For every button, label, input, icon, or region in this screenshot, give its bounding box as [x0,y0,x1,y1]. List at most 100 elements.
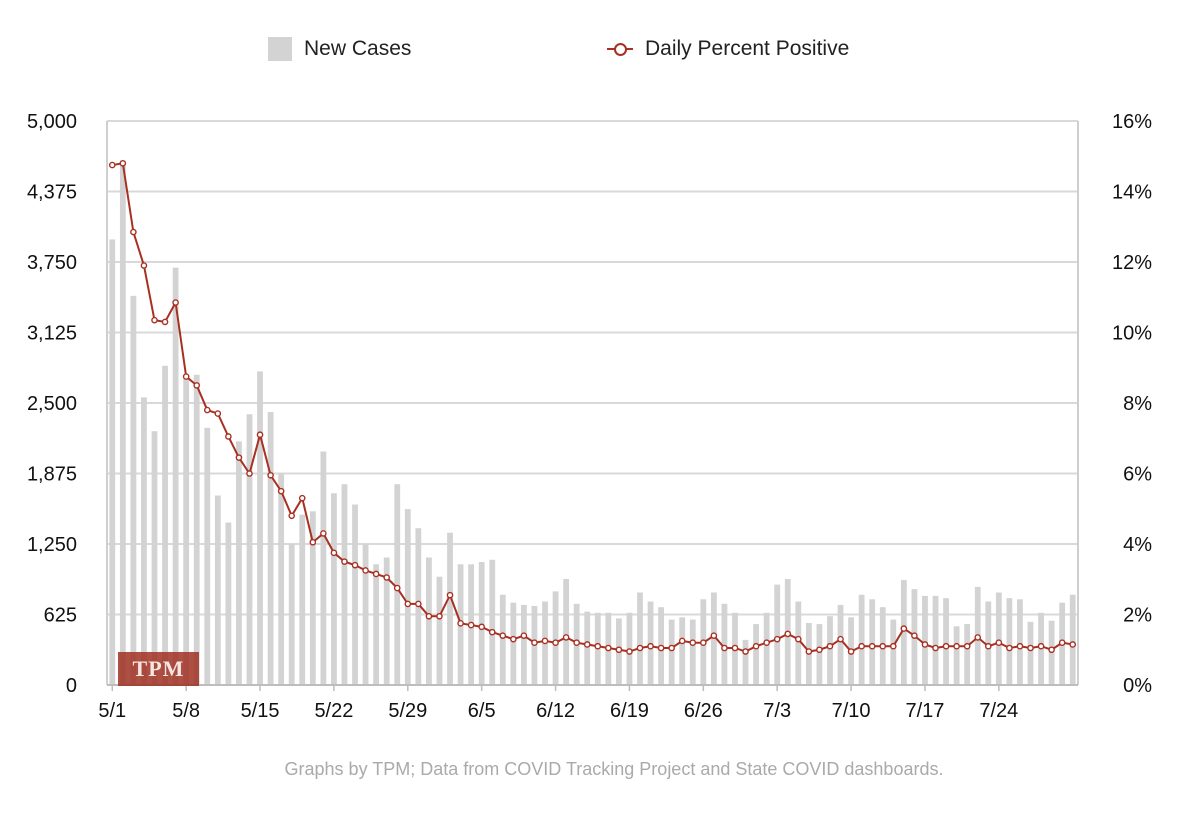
percent-positive-point [235,454,243,461]
percent-positive-point [172,299,179,306]
percent-positive-point [330,549,338,557]
x-tick-label: 7/10 [832,700,871,722]
y-right-tick-label: 12% [1112,252,1152,274]
percent-positive-point [531,639,538,647]
y-right-tick-label: 4% [1123,534,1152,556]
percent-positive-point [963,642,971,650]
percent-positive-point [1006,644,1013,652]
percent-positive-point [478,623,485,631]
percent-positive-point [488,628,496,636]
axes [106,121,1079,691]
new-cases-bar [763,612,770,685]
x-tick-label: 6/26 [684,700,723,722]
new-cases-bar [478,562,485,685]
percent-positive-point [689,639,697,647]
new-cases-bar [668,619,675,685]
percent-positive-point [1016,642,1024,650]
percent-positive-point [446,591,454,599]
percent-positive-point [615,646,623,654]
legend-item-new-cases[interactable]: New Cases [268,34,411,64]
x-tick-label: 7/3 [763,700,791,722]
new-cases-bar [943,598,949,685]
percent-positive-point [731,644,739,652]
percent-positive-point [520,632,528,639]
percent-positive-point [298,494,306,502]
percent-positive-point [868,642,876,650]
x-tick-label: 7/17 [905,700,944,722]
percent-positive-point [309,538,317,546]
y-left-tick-label: 3,750 [27,252,77,274]
new-cases-bar [563,578,570,685]
new-cases-bar [1017,599,1023,685]
percent-positive-point [847,648,855,655]
new-cases-bar [267,412,274,685]
percent-positive-point [1048,646,1055,654]
percent-positive-point [636,644,644,652]
percent-positive-point [984,642,992,650]
y-left-tick-label: 625 [44,605,77,627]
legend-label-new-cases: New Cases [304,37,412,60]
new-cases-bar [1069,594,1076,685]
percent-positive-point [108,161,116,169]
percent-positive-point [605,644,612,652]
new-cases-bar [447,532,453,685]
percent-positive-point [362,567,369,574]
new-cases-bar [278,472,285,685]
new-cases-bar [130,295,137,685]
percent-positive-point [974,634,982,641]
x-tick-label: 6/12 [536,700,575,722]
new-cases-bar [816,624,823,685]
new-cases-bar [1006,598,1013,685]
y-left-tick-label: 2,500 [27,393,77,415]
percent-positive-point [953,642,960,650]
new-cases-bar [426,557,432,685]
new-cases-bar [922,595,928,685]
percent-positive-point [277,487,285,495]
percent-positive-point [320,530,327,537]
percent-positive-point [457,620,464,627]
percent-positive-point [626,648,633,655]
percent-positive-point [436,612,443,620]
percent-positive-point [995,639,1003,647]
percent-positive-point [932,644,939,652]
new-cases-bar [362,544,369,685]
new-cases-bar [183,378,190,685]
percent-positive-point [1037,642,1045,650]
y-left-tick-label: 1,250 [27,534,77,556]
new-cases-bar [837,604,844,685]
percent-positive-point [119,159,127,167]
percent-positive-point [573,639,580,647]
percent-positive-point [763,639,770,647]
y-right-tick-label: 0% [1123,675,1152,697]
new-cases-bar [341,484,348,685]
y-right-tick-label: 14% [1112,182,1152,204]
y-right-tick-label: 16% [1112,111,1152,133]
percent-positive-point [837,635,844,643]
y-right-tick-label: 8% [1123,393,1152,415]
percent-positive-point [1069,641,1077,648]
new-cases-bar [552,591,559,685]
bar-swatch-icon [268,37,292,61]
legend-item-percent-positive[interactable]: Daily Percent Positive [607,34,849,64]
percent-positive-point [911,632,918,639]
new-cases-bar [953,626,960,685]
y-left-tick-label: 0 [66,675,77,697]
percent-positive-point [267,471,274,479]
percent-positive-point [225,433,232,440]
new-cases-bar [584,611,591,685]
percent-positive-point [795,635,802,643]
new-cases-bar [499,594,506,685]
percent-positive-point [721,644,728,652]
percent-positive-point [203,406,211,414]
new-cases-bar [193,374,200,685]
new-cases-bar [890,619,897,685]
x-tick-label: 6/5 [468,700,496,722]
percent-positive-point [193,382,201,389]
percent-positive-point [552,639,559,647]
new-cases-bar [383,557,390,685]
percent-positive-point [583,641,591,648]
percent-positive-point [404,600,412,608]
new-cases-bar [753,624,759,685]
percent-positive-point [858,642,865,650]
new-cases-bar [995,592,1002,685]
